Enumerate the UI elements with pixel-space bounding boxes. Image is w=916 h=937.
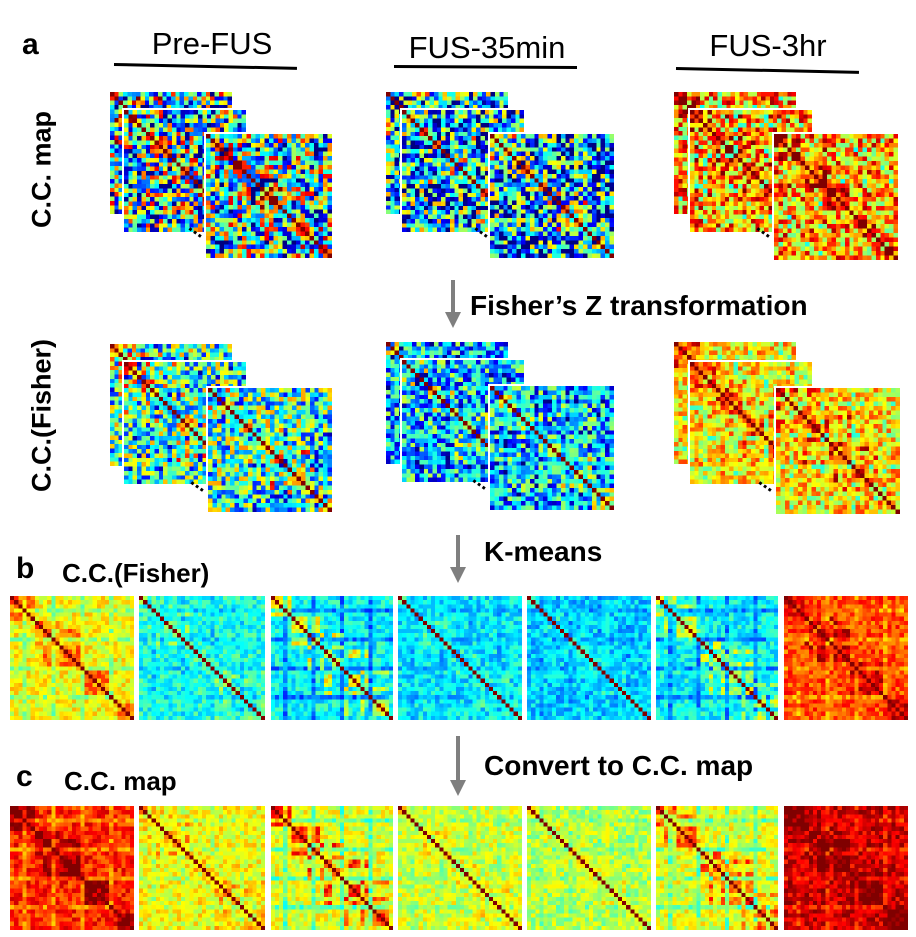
panel-letter-b: b <box>16 552 35 585</box>
panel-b-title: C.C.(Fisher) <box>62 558 210 588</box>
step-label-convert: Convert to C.C. map <box>484 750 754 781</box>
row-label-cc-fisher: C.C.(Fisher) <box>26 339 57 493</box>
column-title-fus-3hr: FUS-3hr <box>709 28 827 63</box>
step-label-kmeans: K-means <box>484 536 603 567</box>
kmeans-centroid-matrix <box>784 596 908 720</box>
kmeans-centroid-matrix <box>10 596 134 720</box>
column-underline-pre-fus <box>113 63 297 70</box>
converted-cc-matrix <box>398 806 522 930</box>
column-underline-fus-35min <box>393 65 578 69</box>
cc-fisher-matrix <box>774 386 902 516</box>
converted-cc-matrix <box>139 806 265 930</box>
converted-cc-matrix <box>527 806 651 930</box>
column-title-pre-fus: Pre-FUS <box>151 26 273 61</box>
cc-map-matrix <box>204 132 334 260</box>
converted-cc-matrix <box>656 806 778 930</box>
converted-cc-matrix <box>784 806 908 930</box>
column-title-fus-35min: FUS-35min <box>408 30 566 65</box>
panel-c-title: C.C. map <box>64 766 177 796</box>
converted-cc-matrix <box>271 806 393 930</box>
kmeans-centroid-matrix <box>656 596 778 720</box>
step-label-fisher: Fisher’s Z transformation <box>470 290 808 321</box>
down-arrow-icon <box>450 535 466 583</box>
cc-fisher-matrix <box>206 386 334 514</box>
cc-map-matrix <box>488 132 616 260</box>
row-label-cc-map: C.C. map <box>26 110 57 229</box>
cc-map-matrix <box>772 132 900 262</box>
kmeans-centroid-matrix <box>398 596 522 720</box>
cc-fisher-matrix <box>488 384 616 512</box>
kmeans-centroid-matrix <box>527 596 651 720</box>
converted-cc-matrix <box>10 806 134 930</box>
down-arrow-icon <box>450 736 466 796</box>
panel-letter-c: c <box>16 760 33 793</box>
panel-letter-a: a <box>22 28 39 61</box>
kmeans-centroid-matrix <box>139 596 265 720</box>
down-arrow-icon <box>445 280 461 328</box>
kmeans-centroid-matrix <box>271 596 393 720</box>
column-underline-fus-3hr <box>675 67 859 74</box>
